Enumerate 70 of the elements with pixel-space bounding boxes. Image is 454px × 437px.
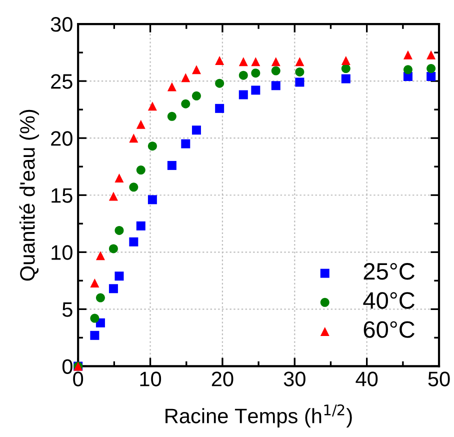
point — [148, 195, 157, 204]
point — [238, 57, 248, 66]
point — [114, 174, 124, 183]
point — [129, 182, 138, 192]
point — [271, 57, 280, 66]
point — [114, 226, 124, 235]
y-tick-label: 20 — [51, 131, 72, 146]
point — [90, 314, 100, 323]
point — [215, 104, 224, 113]
point — [108, 284, 118, 294]
point — [148, 102, 157, 111]
y-tick-label: 5 — [62, 302, 72, 317]
point — [426, 72, 436, 81]
point — [167, 160, 176, 170]
point — [341, 56, 350, 66]
point — [90, 330, 100, 340]
point — [108, 244, 118, 254]
point — [251, 68, 260, 78]
x-tick-label: 10 — [140, 372, 162, 386]
point — [295, 67, 304, 76]
point — [192, 126, 201, 135]
point — [90, 278, 100, 288]
x-tick-label: 30 — [284, 372, 306, 386]
point — [215, 56, 224, 66]
x-axis-title: Racine Temps (h$^{1/2}$) — [166, 404, 352, 428]
point — [181, 73, 190, 82]
point — [136, 166, 146, 175]
point — [181, 139, 190, 148]
point — [192, 65, 201, 74]
point — [341, 64, 350, 74]
x-tick-label: 20 — [212, 372, 234, 386]
legend-label: 25°C — [364, 263, 415, 280]
point — [238, 90, 248, 100]
point — [192, 91, 201, 100]
point — [341, 74, 350, 84]
point — [426, 64, 436, 74]
point — [295, 78, 304, 87]
point — [295, 57, 304, 66]
point — [136, 221, 146, 230]
point — [271, 66, 280, 76]
point — [96, 251, 105, 260]
point — [136, 120, 146, 129]
y-tick-label: 10 — [52, 245, 72, 260]
point — [129, 134, 138, 143]
point — [148, 142, 157, 151]
x-tick-label: 40 — [356, 372, 378, 386]
point — [181, 99, 190, 108]
x-tick-label: 0 — [73, 372, 84, 386]
point — [403, 50, 412, 60]
y-tick-label: 0 — [62, 359, 72, 374]
point — [114, 272, 124, 281]
point — [251, 86, 260, 95]
point — [167, 82, 176, 92]
y-tick-label: 25 — [51, 74, 72, 89]
y-axis-title: Quantité d'eau (%) — [19, 110, 39, 281]
point — [108, 192, 118, 201]
x-tick-label: 50 — [428, 372, 450, 386]
point — [426, 50, 436, 60]
y-tick-label: 15 — [52, 188, 72, 203]
y-tick-label: 30 — [50, 17, 72, 32]
point — [215, 78, 224, 88]
legend-label: 60°C — [364, 321, 415, 338]
legend-label: 40°C — [363, 292, 415, 309]
point — [403, 65, 412, 74]
point — [271, 81, 280, 90]
point — [167, 112, 176, 121]
point — [238, 70, 248, 80]
point — [129, 237, 138, 246]
point — [96, 293, 105, 302]
point — [251, 57, 260, 66]
